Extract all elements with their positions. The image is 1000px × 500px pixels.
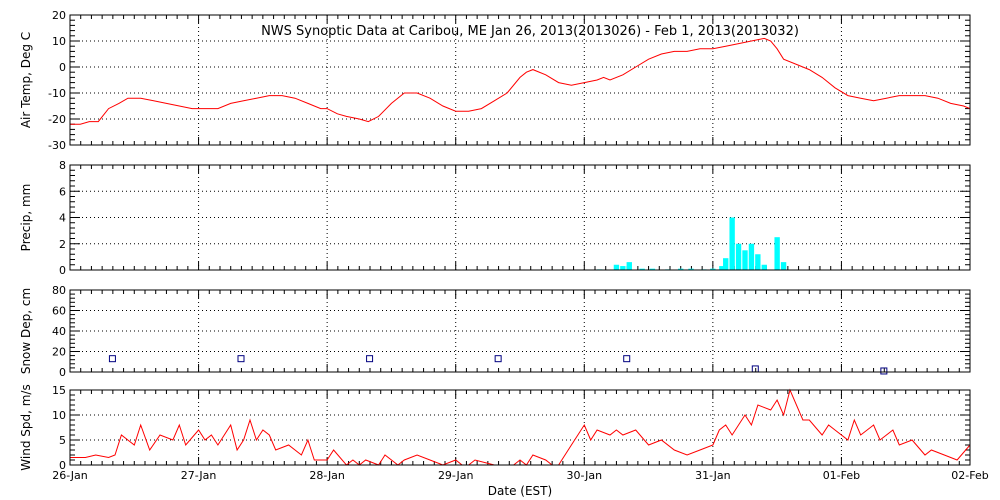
precip-bar <box>761 264 767 270</box>
x-tick-label: 31-Jan <box>695 469 731 482</box>
precip-bar <box>613 264 620 270</box>
precip-ytick-label: 0 <box>59 264 66 277</box>
air-temp-ytick-label: -20 <box>48 113 66 126</box>
air-temp-ytick-label: -30 <box>48 139 66 152</box>
air-temp-ytick-label: -10 <box>48 87 66 100</box>
air-temp-line <box>70 37 971 125</box>
air-temp-ytick-label: 10 <box>52 35 66 48</box>
x-tick-label: 01-Feb <box>823 469 860 482</box>
snow-depth-ytick-label: 0 <box>59 366 66 379</box>
wind-speed-ytick-label: 10 <box>52 409 66 422</box>
precip-bar <box>710 268 716 270</box>
air-temp-ytick-label: 20 <box>52 9 66 22</box>
snow-depth-ytick-label: 80 <box>52 284 66 297</box>
precip-bar <box>742 250 748 270</box>
precip-bar <box>774 237 780 270</box>
precip-bar <box>620 266 626 270</box>
precip-bar <box>719 266 725 270</box>
air-temp-frame <box>69 14 971 146</box>
wind-speed-ytick-label: 15 <box>52 384 66 397</box>
precip-ytick-label: 6 <box>59 185 66 198</box>
precip-bar <box>735 243 742 270</box>
wind-speed-ytick-label: 5 <box>59 434 66 447</box>
snow-depth-point <box>494 355 502 363</box>
wind-speed-ylabel: Wind Spd, m/s <box>19 384 33 470</box>
snow-depth-ytick-label: 60 <box>52 305 66 318</box>
precip-bar <box>626 262 632 270</box>
air-temp-ytick-label: 0 <box>59 61 66 74</box>
snow-depth-panel: 0 20 40 60 80 Snow Dep, cm <box>19 284 971 379</box>
x-tick-label: 02-Feb <box>951 469 988 482</box>
x-axis-title: Date (EST) <box>488 484 552 498</box>
precip-bar <box>688 268 694 270</box>
precip-bar <box>755 254 761 270</box>
precip-ytick-label: 2 <box>59 238 66 251</box>
chart-title: NWS Synoptic Data at Caribou, ME Jan 26,… <box>261 24 799 39</box>
precip-panel: 0 2 4 6 8 Precip, mm <box>19 159 971 277</box>
wind-speed-line <box>70 388 971 466</box>
precip-frame <box>69 164 971 271</box>
x-tick-label: 27-Jan <box>181 469 217 482</box>
snow-depth-point <box>366 355 374 363</box>
precip-bar <box>678 268 684 270</box>
x-tick-label: 30-Jan <box>567 469 603 482</box>
precip-bar <box>649 268 656 270</box>
air-temp-ylabel: Air Temp, Deg C <box>19 32 33 128</box>
snow-depth-ylabel: Snow Dep, cm <box>19 288 33 374</box>
snow-depth-point <box>880 367 888 375</box>
x-tick-label: 28-Jan <box>309 469 345 482</box>
precip-ytick-label: 4 <box>59 212 66 225</box>
precip-bar <box>729 217 735 270</box>
snow-depth-frame <box>69 289 971 373</box>
x-tick-label: 29-Jan <box>438 469 474 482</box>
x-tick-label: 26-Jan <box>52 469 88 482</box>
precip-bar <box>780 262 787 270</box>
snow-depth-point <box>237 355 245 363</box>
precip-ytick-label: 8 <box>59 159 66 172</box>
snow-depth-point <box>623 355 631 363</box>
snow-depth-point <box>108 355 116 363</box>
snow-depth-ytick-label: 20 <box>52 346 66 359</box>
precip-bar <box>639 268 645 270</box>
wind-speed-ytick-label: 0 <box>59 459 66 472</box>
precip-bar <box>723 258 729 270</box>
wind-speed-frame <box>69 389 971 466</box>
precip-bar <box>748 243 755 270</box>
wind-speed-panel: 0 5 10 15 Wind Spd, m/s <box>19 384 971 472</box>
chart-panels: -30 -20 -10 0 10 20 Air Temp, Deg C 0 2 4 6 8 Precip… <box>19 9 989 482</box>
snow-depth-ytick-label: 40 <box>52 325 66 338</box>
air-temp-panel: -30 -20 -10 0 10 20 Air Temp, Deg C <box>19 9 971 152</box>
precip-ylabel: Precip, mm <box>19 184 33 252</box>
